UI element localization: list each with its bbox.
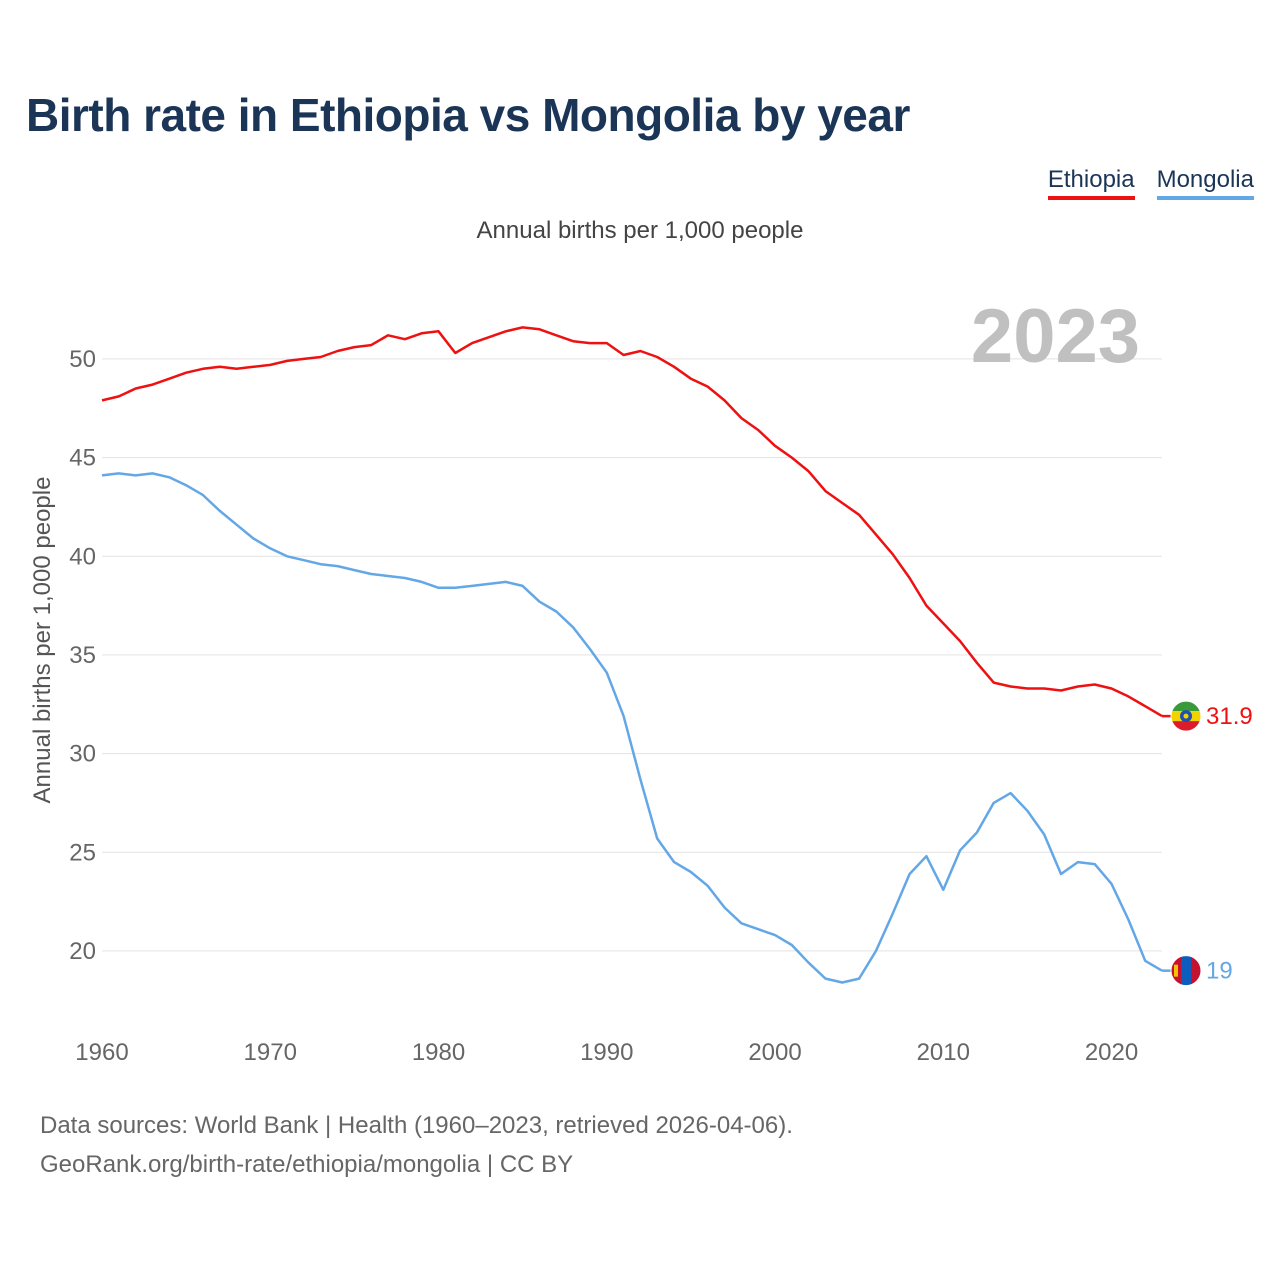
- x-tick-label: 2010: [917, 1039, 970, 1066]
- x-tick-label: 1960: [75, 1039, 128, 1066]
- y-tick-label: 45: [69, 445, 96, 472]
- series-line-mongolia[interactable]: [101, 472, 1163, 984]
- legend-item-ethiopia[interactable]: Ethiopia: [1047, 166, 1135, 200]
- end-value-label: 19: [1206, 958, 1233, 985]
- y-tick-label: 25: [69, 839, 96, 866]
- y-tick-label: 40: [69, 543, 96, 570]
- footer: Data sources: World Bank | Health (1960–…: [40, 1106, 793, 1184]
- y-axis-ticks: 20 25 30 35 40 45 50: [69, 346, 96, 965]
- footer-sources: Data sources: World Bank | Health (1960–…: [40, 1112, 793, 1139]
- y-tick-label: 50: [69, 346, 96, 373]
- grid-lines: [102, 358, 1162, 952]
- footer-link[interactable]: GeoRank.org/birth-rate/ethiopia/mongolia…: [40, 1151, 574, 1178]
- series-line-ethiopia[interactable]: [101, 326, 1163, 718]
- page-title: Birth rate in Ethiopia vs Mongolia by ye…: [26, 89, 910, 141]
- chart-subtitle: Annual births per 1,000 people: [476, 217, 804, 244]
- y-tick-label: 30: [69, 741, 96, 768]
- y-axis-label: Annual births per 1,000 people: [29, 477, 56, 804]
- end-value-label: 31.9: [1206, 703, 1253, 730]
- flag-mongolia-icon: [1170, 955, 1202, 987]
- x-tick-label: 2000: [748, 1039, 801, 1066]
- highlight-year-label: 2023: [971, 294, 1140, 379]
- x-tick-label: 1980: [412, 1039, 465, 1066]
- flag-ethiopia-icon: [1170, 700, 1202, 732]
- series-lines: [101, 326, 1163, 984]
- x-tick-label: 1990: [580, 1039, 633, 1066]
- y-tick-label: 20: [69, 938, 96, 965]
- x-tick-label: 1970: [244, 1039, 297, 1066]
- end-markers: 31.9 19: [1162, 700, 1253, 987]
- x-tick-label: 2020: [1085, 1039, 1138, 1066]
- legend: Ethiopia Mongolia: [1047, 166, 1254, 200]
- y-tick-label: 35: [69, 642, 96, 669]
- legend-item-mongolia[interactable]: Mongolia: [1156, 166, 1254, 200]
- x-axis-ticks: 1960 1970 1980 1990 2000 2010 2020: [75, 1039, 1138, 1066]
